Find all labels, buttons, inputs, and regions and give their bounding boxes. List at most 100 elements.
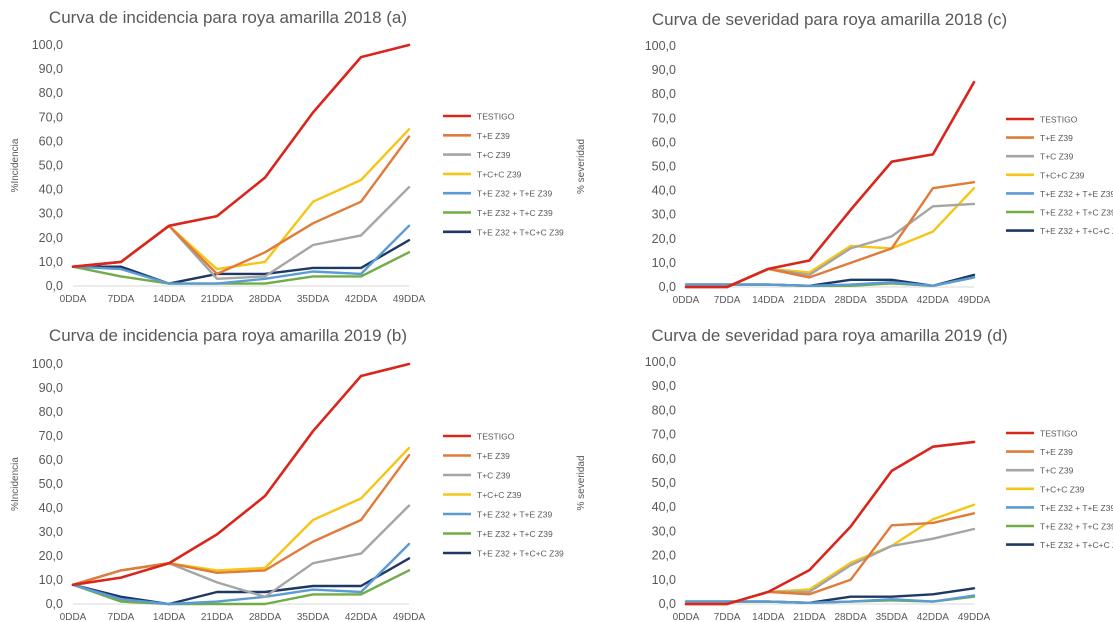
y-tick-label-d: 0,0 xyxy=(659,597,676,611)
y-tick-label-a: 70,0 xyxy=(39,110,63,124)
series-line-b-2 xyxy=(71,453,411,586)
x-tick-label-d: 35DDA xyxy=(876,612,909,622)
x-tick-label-d: 7DDA xyxy=(714,612,741,622)
y-axis-label-d: % severidad xyxy=(576,455,587,510)
y-tick-label-d: 20,0 xyxy=(652,549,676,563)
series-line-a-4 xyxy=(71,128,411,271)
legend-label-c-5: T+E Z32 + T+E Z39 xyxy=(1040,189,1113,199)
y-tick-label-d: 10,0 xyxy=(652,573,676,587)
chart-title-c: Curva de severidad para roya amarilla 20… xyxy=(651,10,1008,29)
y-tick-label-b: 20,0 xyxy=(39,549,63,563)
chart-svg-d: 0,0 10,0 20,0 30,0 40,0 50,0 60,0 70,0 80,0 90,0 1… xyxy=(576,355,1113,622)
series-line-a-1 xyxy=(71,43,411,269)
y-tick-label-d: 100,0 xyxy=(645,355,676,369)
series-line-d-1 xyxy=(684,440,976,606)
y-tick-label-c: 90,0 xyxy=(652,63,676,77)
legend-label-c-6: T+E Z32 + T+C Z39 xyxy=(1040,208,1113,218)
y-tick-label-b: 0,0 xyxy=(46,597,63,611)
legend-label-b-5: T+E Z32 + T+E Z39 xyxy=(477,510,552,520)
series-line-a-6 xyxy=(71,251,411,285)
legend-label-b-4: T+C+C Z39 xyxy=(477,490,522,500)
y-tick-label-c: 30,0 xyxy=(652,208,676,222)
chart-title-a: Curva de incidencia para roya amarilla 2… xyxy=(48,8,408,27)
x-tick-label-d: 28DDA xyxy=(834,612,867,622)
x-tick-label-c: 21DDA xyxy=(793,295,826,306)
y-tick-label-d: 60,0 xyxy=(652,452,676,466)
y-tick-label-b: 100,0 xyxy=(32,357,63,371)
legend-label-d-7: T+E Z32 + T+C+C Z39 xyxy=(1040,540,1113,550)
series-line-c-1 xyxy=(684,80,976,289)
y-axis-label-c: % severidad xyxy=(576,139,587,194)
legend-label-c-2: T+E Z39 xyxy=(1040,133,1073,143)
x-tick-label-b: 49DDA xyxy=(393,612,426,622)
legend-label-b-2: T+E Z39 xyxy=(477,451,510,461)
x-tick-label-c: 28DDA xyxy=(834,295,867,306)
y-tick-label-c: 100,0 xyxy=(645,39,676,53)
x-tick-label-a: 42DDA xyxy=(345,294,378,305)
x-tick-label-c: 0DDA xyxy=(673,295,700,306)
y-tick-label-c: 60,0 xyxy=(652,135,676,149)
series-line-d-3 xyxy=(684,527,976,606)
y-tick-label-a: 30,0 xyxy=(39,207,63,221)
y-tick-label-a: 0,0 xyxy=(46,279,63,293)
chart-title-d: Curva de severidad para roya amarilla 20… xyxy=(651,326,1008,345)
x-tick-label-b: 0DDA xyxy=(60,612,87,622)
x-tick-label-b: 21DDA xyxy=(201,612,234,622)
legend-label-d-6: T+E Z32 + T+C Z39 xyxy=(1040,522,1113,532)
chart-panel-c: Curva de severidad para roya amarilla 20… xyxy=(556,0,1113,311)
chart-panel-d: Curva de severidad para roya amarilla 20… xyxy=(556,311,1113,622)
y-tick-label-c: 10,0 xyxy=(652,256,676,270)
chart-svg-b: 0,0 10,0 20,0 30,0 40,0 50,0 60,0 70,0 80,0 90,0 1… xyxy=(10,357,564,622)
legend-label-b-7: T+E Z32 + T+C+C Z39 xyxy=(477,549,564,559)
x-tick-label-d: 21DDA xyxy=(793,612,826,622)
legend-label-a-2: T+E Z39 xyxy=(477,131,510,141)
x-tick-label-a: 35DDA xyxy=(297,294,330,305)
x-tick-label-d: 14DDA xyxy=(752,612,785,622)
legend-label-d-3: T+C Z39 xyxy=(1040,466,1074,476)
y-tick-label-d: 30,0 xyxy=(652,524,676,538)
x-tick-label-d: 0DDA xyxy=(673,612,700,622)
chart-svg-c: 0,0 10,0 20,0 30,0 40,0 50,0 60,0 70,0 80,0 90,0 1… xyxy=(576,39,1113,306)
x-tick-label-b: 7DDA xyxy=(108,612,135,622)
x-tick-label-a: 28DDA xyxy=(249,294,282,305)
y-tick-label-a: 100,0 xyxy=(32,38,63,52)
y-tick-label-a: 90,0 xyxy=(39,62,63,76)
legend-label-b-6: T+E Z32 + T+C Z39 xyxy=(477,529,553,539)
y-tick-label-d: 90,0 xyxy=(652,379,676,393)
x-tick-label-a: 7DDA xyxy=(108,294,135,305)
legend-label-c-4: T+C+C Z39 xyxy=(1040,170,1085,180)
y-tick-label-c: 80,0 xyxy=(652,87,676,101)
chart-panel-b: Curva de incidencia para roya amarilla 2… xyxy=(0,311,564,622)
y-tick-label-b: 10,0 xyxy=(39,573,63,587)
x-tick-label-a: 14DDA xyxy=(153,294,186,305)
legend-label-d-1: TESTIGO xyxy=(1040,429,1078,439)
x-tick-label-a: 0DDA xyxy=(60,294,87,305)
y-tick-label-a: 40,0 xyxy=(39,183,63,197)
y-tick-label-b: 60,0 xyxy=(39,453,63,467)
x-tick-label-c: 49DDA xyxy=(958,295,991,306)
legend-label-d-2: T+E Z39 xyxy=(1040,447,1073,457)
y-axis-label-a: %Incidencia xyxy=(10,138,21,192)
y-tick-label-c: 50,0 xyxy=(652,160,676,174)
y-tick-label-a: 10,0 xyxy=(39,255,63,269)
legend-label-a-7: T+E Z32 + T+C+C Z39 xyxy=(477,227,564,237)
x-tick-label-b: 42DDA xyxy=(345,612,378,622)
y-tick-label-a: 80,0 xyxy=(39,86,63,100)
series-line-b-6 xyxy=(71,569,411,606)
legend-label-a-4: T+C+C Z39 xyxy=(477,169,522,179)
y-tick-label-d: 40,0 xyxy=(652,500,676,514)
y-tick-label-b: 80,0 xyxy=(39,405,63,419)
series-line-b-1 xyxy=(71,362,411,587)
y-tick-label-a: 50,0 xyxy=(39,159,63,173)
y-tick-label-b: 40,0 xyxy=(39,501,63,515)
x-tick-label-b: 35DDA xyxy=(297,612,330,622)
y-tick-label-b: 30,0 xyxy=(39,525,63,539)
y-tick-label-a: 60,0 xyxy=(39,134,63,148)
chart-svg-a: 0,0 10,0 20,0 30,0 40,0 50,0 60,0 70,0 80,0 90,0 1… xyxy=(10,38,564,305)
y-tick-label-a: 20,0 xyxy=(39,231,63,245)
y-tick-label-b: 70,0 xyxy=(39,429,63,443)
x-tick-label-b: 28DDA xyxy=(249,612,282,622)
y-tick-label-d: 80,0 xyxy=(652,403,676,417)
series-line-b-3 xyxy=(71,504,411,598)
legend-label-b-3: T+C Z39 xyxy=(477,471,511,481)
